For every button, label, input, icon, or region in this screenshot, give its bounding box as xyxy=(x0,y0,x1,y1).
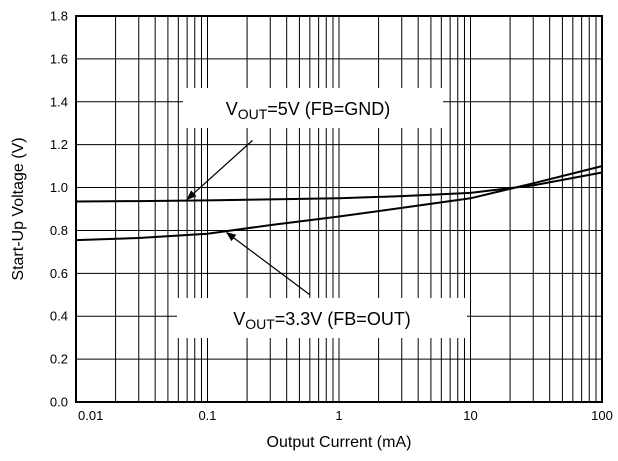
y-tick-label: 1.6 xyxy=(50,51,68,66)
annotation-bg-2 xyxy=(177,298,467,338)
y-tick-label: 1.4 xyxy=(50,94,68,109)
x-tick-label: 100 xyxy=(591,408,613,423)
y-tick-label: 0.8 xyxy=(50,223,68,238)
annotation-main: V xyxy=(226,99,238,119)
annotation-subscript: OUT xyxy=(245,316,275,332)
annotation-label-vout5: VOUT=5V (FB=GND) xyxy=(226,99,391,122)
x-axis-title: Output Current (mA) xyxy=(267,434,412,451)
y-tick-label: 0.4 xyxy=(50,309,68,324)
y-tick-label: 1.8 xyxy=(50,9,68,24)
y-tick-label: 0.0 xyxy=(50,395,68,410)
series-line-2 xyxy=(75,165,603,242)
annotation-arrow-vout5 xyxy=(186,139,253,201)
x-tick-label: 1 xyxy=(335,408,342,423)
gridlines xyxy=(76,16,602,402)
x-tick-labels: 0.01 0.1 1 10 100 xyxy=(78,408,613,423)
y-tick-labels: 0.0 0.2 0.4 0.6 0.8 1.0 1.2 1.4 1.6 1.8 xyxy=(50,9,68,410)
annotation-arrow-vout33 xyxy=(225,231,311,296)
y-axis-title: Start-Up Voltage (V) xyxy=(10,137,27,280)
annotation-main: V xyxy=(233,309,245,329)
annotations: VOUT=5V (FB=GND)VOUT=3.3V (FB=OUT) xyxy=(186,99,411,332)
y-tick-label: 0.6 xyxy=(50,266,68,281)
x-tick-label: 0.01 xyxy=(78,408,103,423)
annotation-subscript: OUT xyxy=(238,106,268,122)
annotation-backgrounds xyxy=(177,88,467,338)
annotation-bg-1 xyxy=(183,88,443,128)
y-tick-label: 1.2 xyxy=(50,137,68,152)
y-tick-label: 1.0 xyxy=(50,180,68,195)
y-tick-label: 0.2 xyxy=(50,352,68,367)
series-lines xyxy=(75,165,603,242)
annotation-rest: =5V (FB=GND) xyxy=(267,99,390,119)
x-tick-label: 0.1 xyxy=(198,408,216,423)
annotation-label-vout33: VOUT=3.3V (FB=OUT) xyxy=(233,309,411,332)
annotation-rest: =3.3V (FB=OUT) xyxy=(275,309,411,329)
plot-frame xyxy=(75,15,603,403)
x-tick-label: 10 xyxy=(463,408,477,423)
